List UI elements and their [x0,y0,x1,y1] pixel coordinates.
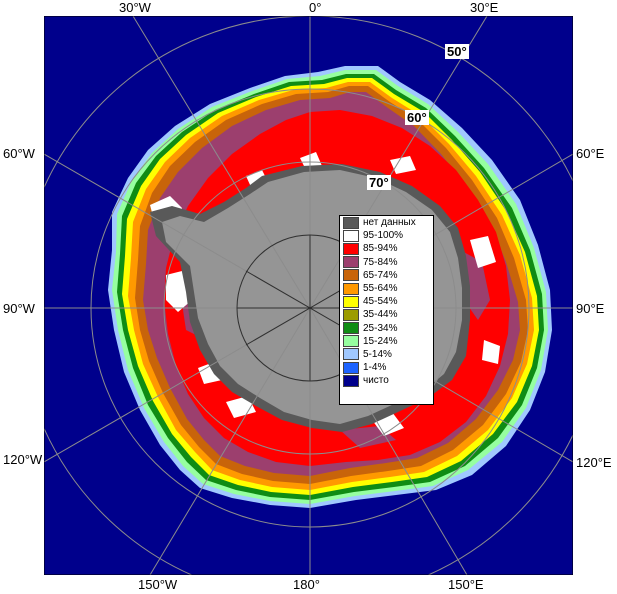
legend-swatch [343,269,359,282]
legend-label: 65-74% [363,269,398,281]
legend-label: 15-24% [363,335,398,347]
lat-label-60: 60° [405,110,429,125]
legend-swatch [343,282,359,295]
legend-swatch [343,295,359,308]
legend-swatch [343,256,359,269]
legend-swatch [343,348,359,361]
lat-label-70: 70° [367,175,391,190]
legend-item: 45-54% [340,295,433,308]
ice-patch-white-6 [470,236,496,268]
lat-label-50: 50° [445,44,469,59]
legend-item: 95-100% [340,229,433,242]
legend-swatch [343,229,359,242]
legend-item: 15-24% [340,335,433,348]
legend-item: 65-74% [340,269,433,282]
legend-label: 35-44% [363,309,398,321]
lon-label-120e-right: 120°E [576,455,612,470]
legend-label: 85-94% [363,243,398,255]
legend-label: 55-64% [363,283,398,295]
sea-ice-map: 50° 60° 70° [44,16,573,575]
lon-label-60w-left: 60°W [3,146,35,161]
ice-patch-white-7 [482,340,500,364]
legend-item: 5-14% [340,348,433,361]
lon-label-150e-bottom: 150°E [448,577,484,592]
legend-label: чисто [363,375,389,387]
lon-label-60e-right: 60°E [576,146,605,161]
legend-item: 55-64% [340,282,433,295]
legend-swatch [343,374,359,387]
lon-label-180-bottom: 180° [293,577,320,592]
legend-item: 35-44% [340,308,433,321]
legend-label: 1-4% [363,362,387,374]
legend-item: 1-4% [340,361,433,374]
legend-swatch [343,322,359,335]
legend-item: 25-34% [340,322,433,335]
legend-item: чисто [340,374,433,387]
legend: нет данных 95-100% 85-94% 75-84% 65-74% 55-64… [339,215,434,405]
legend-swatch [343,335,359,348]
lon-label-30w-top: 30°W [119,0,151,15]
legend-label: 45-54% [363,296,398,308]
lon-label-120w-left: 120°W [3,452,43,467]
legend-item: нет данных [340,216,433,229]
ice-patch-white-9 [390,156,416,174]
legend-label: 5-14% [363,348,392,360]
lon-label-90w-left: 90°W [3,301,35,316]
legend-label: нет данных [363,217,416,229]
legend-label: 95-100% [363,230,404,242]
legend-swatch [343,242,359,255]
legend-swatch [343,216,359,229]
legend-swatch [343,361,359,374]
legend-item: 75-84% [340,256,433,269]
lon-label-90e-right: 90°E [576,301,605,316]
legend-label: 75-84% [363,256,398,268]
lon-label-150w-bottom: 150°W [138,577,178,592]
legend-label: 25-34% [363,322,398,334]
map-svg [44,16,573,575]
legend-item: 85-94% [340,242,433,255]
legend-swatch [343,308,359,321]
lon-label-30e-top: 30°E [470,0,499,15]
lon-label-0-top: 0° [309,0,322,15]
